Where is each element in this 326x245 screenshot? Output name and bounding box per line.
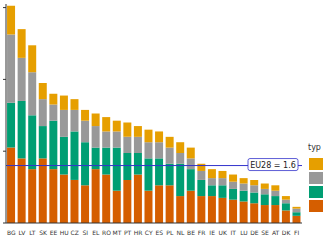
svg-text:CZ: CZ [71, 229, 79, 236]
svg-text:FR: FR [198, 229, 206, 236]
svg-text:SE: SE [261, 229, 269, 236]
svg-text:CY: CY [145, 229, 153, 236]
svg-text:NL: NL [177, 229, 185, 236]
svg-text:DK: DK [282, 229, 292, 236]
svg-text:SK: SK [39, 229, 48, 236]
svg-text:LU: LU [240, 229, 247, 236]
svg-text:MT: MT [113, 229, 122, 236]
svg-text:ES: ES [155, 229, 163, 236]
svg-text:EU28 = 1.6: EU28 = 1.6 [250, 161, 296, 170]
svg-text:AT: AT [272, 229, 280, 236]
svg-text:PL: PL [166, 229, 174, 236]
svg-text:BE: BE [187, 229, 195, 236]
svg-text:EE: EE [50, 229, 58, 236]
svg-text:SI: SI [82, 229, 88, 236]
svg-text:DE: DE [250, 229, 259, 236]
svg-text:LV: LV [18, 229, 26, 236]
svg-text:typ: typ [308, 143, 318, 152]
svg-text:UK: UK [219, 229, 228, 236]
svg-text:HU: HU [60, 229, 69, 236]
svg-text:BG: BG [8, 229, 16, 236]
svg-text:HR: HR [134, 229, 143, 236]
svg-text:LT: LT [29, 229, 36, 236]
svg-text:IT: IT [231, 229, 237, 236]
svg-text:RO: RO [102, 229, 111, 236]
svg-text:IE: IE [209, 229, 215, 236]
svg-text:EL: EL [92, 229, 100, 236]
svg-text:FI: FI [294, 229, 299, 236]
svg-text:PT: PT [124, 229, 132, 236]
